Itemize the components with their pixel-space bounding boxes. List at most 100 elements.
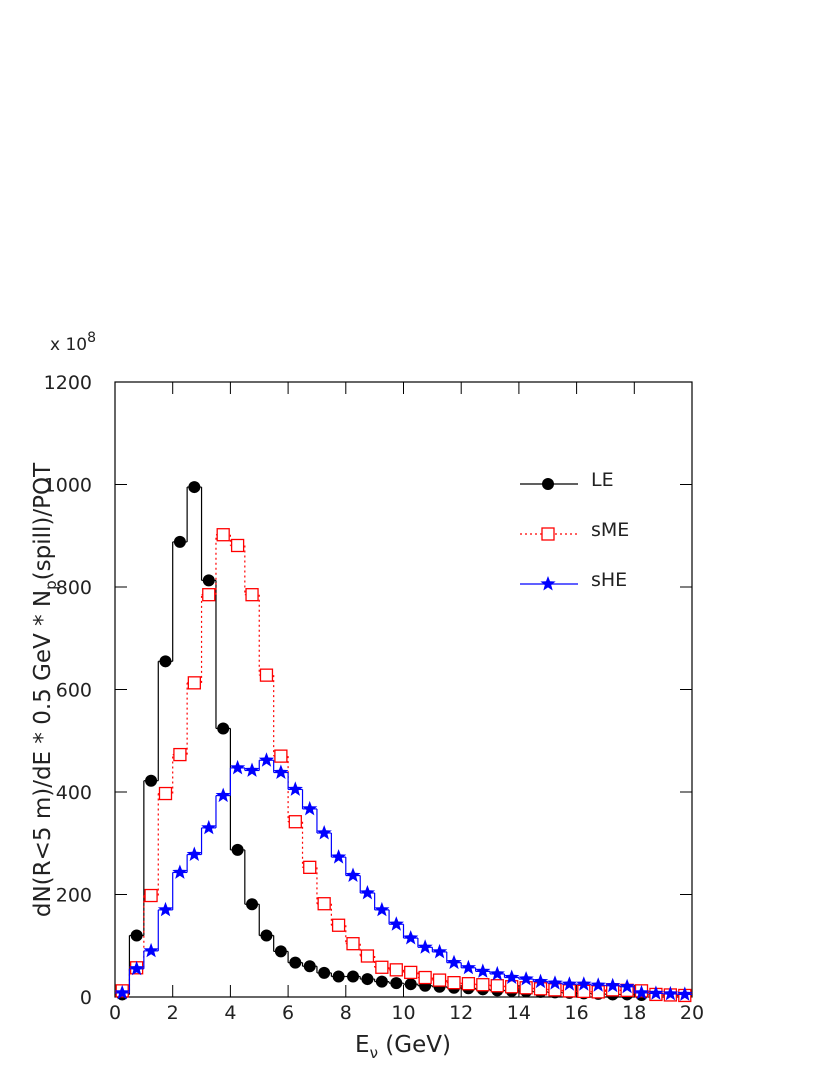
marker xyxy=(274,749,288,763)
marker xyxy=(418,970,432,985)
marker xyxy=(172,864,188,879)
marker xyxy=(374,901,390,917)
marker xyxy=(230,538,245,553)
marker xyxy=(332,970,345,983)
x-tick-label: 18 xyxy=(622,1002,646,1024)
marker xyxy=(475,963,491,978)
x-tick-label: 12 xyxy=(449,1002,473,1024)
marker xyxy=(648,985,664,1000)
marker xyxy=(187,676,201,690)
marker xyxy=(273,764,289,779)
marker xyxy=(246,898,259,911)
marker xyxy=(259,668,274,682)
marker xyxy=(289,956,302,969)
marker xyxy=(201,819,217,835)
multiplier-exp: 8 xyxy=(87,330,96,346)
legend-label: LE xyxy=(591,469,614,491)
marker xyxy=(173,747,187,762)
marker xyxy=(605,977,621,993)
marker xyxy=(188,481,201,494)
marker xyxy=(217,722,230,735)
marker xyxy=(288,815,302,829)
marker xyxy=(662,985,678,1001)
marker xyxy=(388,916,404,931)
marker xyxy=(143,942,159,958)
marker xyxy=(561,976,577,991)
y-multiplier: x 108 xyxy=(50,330,96,355)
marker xyxy=(158,786,173,801)
x-label-main: E xyxy=(355,1032,370,1058)
marker xyxy=(114,984,130,1000)
x-tick-label: 16 xyxy=(565,1002,589,1024)
marker xyxy=(519,981,533,995)
y-tick-label: 0 xyxy=(80,987,92,1009)
marker xyxy=(346,937,360,951)
marker xyxy=(461,977,476,991)
marker xyxy=(331,849,347,864)
marker xyxy=(460,959,476,975)
multiplier-base: x 10 xyxy=(50,335,87,355)
y-tick-label: 800 xyxy=(56,577,92,599)
marker xyxy=(446,954,462,970)
x-label-rest: (GeV) xyxy=(378,1032,451,1058)
marker xyxy=(361,973,374,986)
marker xyxy=(490,979,504,993)
marker xyxy=(347,970,360,983)
x-tick-label: 4 xyxy=(224,1002,236,1024)
marker xyxy=(244,762,260,777)
marker xyxy=(129,960,145,976)
x-tick-label: 10 xyxy=(391,1002,415,1024)
marker xyxy=(540,576,556,591)
y-label-sub: p xyxy=(42,580,60,590)
marker xyxy=(619,978,635,994)
marker xyxy=(390,977,403,990)
x-tick-label: 2 xyxy=(167,1002,179,1024)
y-tick-label: 400 xyxy=(56,782,92,804)
marker xyxy=(145,774,158,787)
marker xyxy=(518,971,534,986)
marker xyxy=(215,787,231,803)
y-label-main: dN(R<5 m)/dE * 0.5 GeV * N xyxy=(30,590,56,917)
marker xyxy=(159,655,172,668)
y-tick-label: 600 xyxy=(56,680,92,702)
y-tick-label: 1000 xyxy=(44,475,92,497)
legend-label: sHE xyxy=(591,569,627,591)
x-tick-label: 8 xyxy=(340,1002,352,1024)
marker xyxy=(547,975,563,990)
marker xyxy=(258,752,275,767)
marker xyxy=(157,901,174,917)
y-tick-label: 1200 xyxy=(44,372,92,394)
marker xyxy=(404,965,418,980)
marker xyxy=(447,976,461,990)
marker xyxy=(375,960,389,974)
marker xyxy=(417,939,433,954)
marker xyxy=(633,984,650,1000)
y-tick-label: 200 xyxy=(56,885,92,907)
x-label-sub: ν xyxy=(370,1044,378,1062)
marker xyxy=(186,846,202,861)
x-tick-label: 20 xyxy=(680,1002,704,1024)
marker xyxy=(316,825,332,840)
marker xyxy=(274,945,287,958)
marker xyxy=(576,976,592,991)
marker xyxy=(541,527,555,541)
marker xyxy=(260,929,273,942)
marker xyxy=(590,977,606,992)
marker xyxy=(331,918,346,932)
marker xyxy=(202,588,216,602)
x-tick-label: 14 xyxy=(507,1002,531,1024)
marker xyxy=(144,888,158,903)
y-label-rest: (spill)/POT xyxy=(30,462,56,580)
marker xyxy=(345,867,361,882)
marker xyxy=(303,960,316,973)
marker xyxy=(489,965,505,981)
marker xyxy=(303,860,317,874)
marker xyxy=(360,949,375,963)
legend-label: sME xyxy=(591,519,629,541)
marker xyxy=(302,800,318,816)
marker xyxy=(403,930,419,945)
marker xyxy=(130,929,143,942)
marker xyxy=(230,759,246,775)
